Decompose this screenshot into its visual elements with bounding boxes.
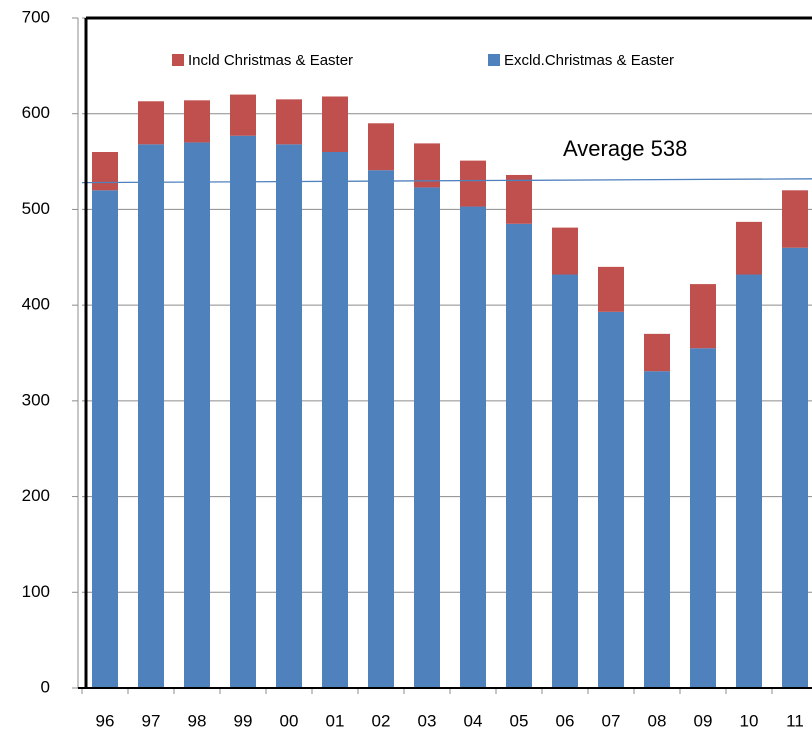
x-tick-label: 07: [602, 711, 621, 730]
bar-segment: [506, 174, 532, 224]
x-tick-label: 00: [280, 711, 299, 730]
bar-segment: [690, 348, 716, 688]
x-tick-label: 05: [510, 711, 529, 730]
x-tick-label: 97: [142, 711, 161, 730]
y-tick-label: 300: [22, 390, 50, 409]
bar-segment: [414, 143, 440, 188]
legend-label: Excld.Christmas & Easter: [504, 52, 674, 69]
bar-segment: [552, 227, 578, 275]
bar-segment: [276, 144, 302, 689]
bar-segment: [368, 123, 394, 171]
x-tick-label: 09: [694, 711, 713, 730]
x-tick-label: 06: [556, 711, 575, 730]
bar-segment: [736, 274, 762, 688]
y-tick-label: 200: [22, 486, 50, 505]
bar-segment: [690, 284, 716, 349]
bar-segment: [414, 187, 440, 688]
bar-segment: [322, 96, 348, 152]
bar-segment: [782, 190, 808, 248]
legend-swatch: [172, 54, 184, 66]
bar-segment: [138, 144, 164, 689]
y-tick-label: 400: [22, 295, 50, 314]
x-tick-label: 99: [234, 711, 253, 730]
bar-segment: [460, 206, 486, 689]
y-tick-label: 100: [22, 582, 50, 601]
x-tick-label: 04: [464, 711, 483, 730]
x-tick-label: 02: [372, 711, 391, 730]
average-line: [81, 178, 812, 184]
x-tick-label: 96: [96, 711, 115, 730]
bar-segment: [644, 371, 670, 688]
y-tick-label: 500: [22, 199, 50, 218]
x-tick-label: 10: [740, 711, 759, 730]
bar-segment: [276, 99, 302, 145]
bar-segment: [598, 266, 624, 312]
x-tick-label: 11: [786, 711, 804, 730]
y-tick-label: 600: [22, 103, 50, 122]
x-tick-label: 98: [188, 711, 207, 730]
bar-segment: [230, 135, 256, 688]
y-tick-label: 0: [41, 677, 50, 696]
bar-segment: [184, 100, 210, 143]
y-tick-label: 700: [22, 7, 50, 26]
bar-segment: [92, 152, 118, 191]
bar-segment: [92, 190, 118, 689]
x-tick-label: 03: [418, 711, 437, 730]
bar-segment: [460, 160, 486, 207]
bar-segment: [230, 94, 256, 136]
bar-segment: [368, 170, 394, 688]
legend-swatch: [488, 54, 500, 66]
x-tick-label: 08: [648, 711, 667, 730]
bar-segment: [552, 274, 578, 688]
bar-segment: [184, 142, 210, 688]
bar-segment: [322, 152, 348, 688]
bar-segment: [782, 247, 808, 688]
legend-label: Incld Christmas & Easter: [188, 52, 353, 69]
bar-segment: [138, 101, 164, 145]
x-tick-label: 01: [326, 711, 345, 730]
average-label: Average 538: [563, 136, 687, 161]
bar-segment: [644, 333, 670, 372]
bar-segment: [598, 311, 624, 688]
bar-segment: [506, 223, 532, 689]
bar-segment: [736, 221, 762, 275]
